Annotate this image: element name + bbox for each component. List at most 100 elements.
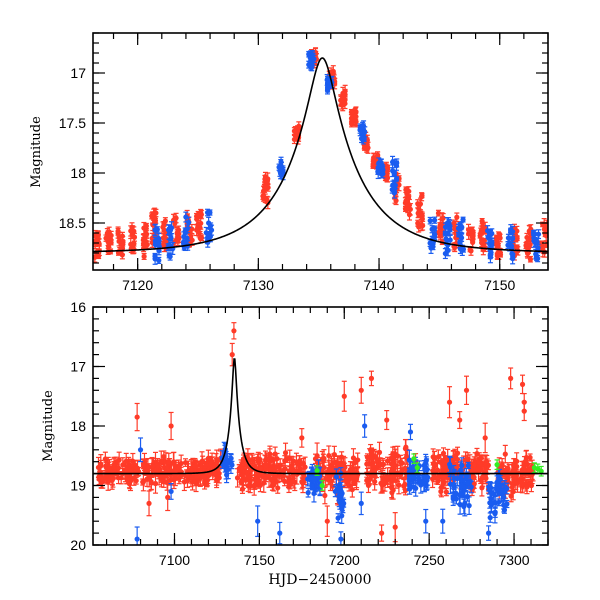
red-band-point: [441, 454, 447, 469]
blue-band-point: [358, 491, 364, 516]
red-band-point: [234, 468, 241, 488]
red-band-point: [143, 222, 149, 230]
bottom-panel: 7100 7150 7200 7250 7300 16 17 18 19 20 Magnitude…: [41, 299, 549, 588]
red-band-point: [110, 469, 116, 488]
y-tick-label: 20: [70, 537, 86, 553]
x-tick-label: 7150: [244, 552, 275, 568]
red-band-point: [471, 456, 477, 475]
red-band-point: [403, 438, 409, 456]
blue-band-point: [496, 498, 502, 507]
red-band-point: [296, 121, 302, 132]
red-band-point: [374, 451, 381, 469]
red-band-point: [416, 205, 422, 214]
red-band-point: [525, 248, 531, 259]
x-tick-label: 7150: [484, 277, 515, 293]
red-band-point: [282, 455, 288, 467]
x-tick-label: 7120: [122, 277, 153, 293]
blue-band-point: [184, 224, 190, 234]
red-band-point: [418, 218, 424, 232]
red-band-point: [348, 108, 355, 116]
blue-band-point: [431, 225, 438, 231]
red-band-point: [259, 464, 265, 485]
red-band-point: [502, 444, 508, 464]
red-band-point: [384, 173, 391, 183]
x-tick-label: 7300: [498, 552, 529, 568]
red-band-point: [194, 223, 200, 237]
blue-band-point: [183, 211, 189, 223]
blue-band-point: [423, 508, 429, 534]
blue-band-point: [309, 63, 315, 72]
blue-band-point: [357, 126, 363, 134]
red-band-point: [526, 224, 532, 238]
red-band-point: [321, 449, 327, 468]
red-band-point: [446, 386, 453, 419]
red-band-point: [149, 212, 155, 220]
red-band-point: [379, 524, 385, 542]
blue-band-point: [508, 229, 514, 236]
red-band-point: [297, 455, 303, 467]
blue-band-point: [442, 222, 449, 232]
red-band-point: [484, 454, 490, 469]
blue-band-point: [137, 437, 144, 463]
red-band-point: [403, 186, 409, 194]
blue-band-point: [530, 230, 537, 236]
red-band-point: [353, 112, 359, 120]
blue-band-point: [427, 216, 433, 225]
red-band-point: [392, 512, 398, 543]
red-band-point: [146, 490, 152, 517]
blue-band-point: [340, 497, 346, 514]
blue-band-point: [394, 158, 400, 168]
red-band-point: [331, 453, 337, 473]
red-band-point: [141, 252, 147, 260]
red-band-point: [178, 454, 184, 473]
red-band-point: [437, 218, 443, 232]
blue-band-point: [335, 513, 341, 524]
red-band-point: [212, 470, 218, 478]
red-band-point: [390, 446, 396, 462]
red-band-point: [378, 457, 384, 473]
x-tick-label: 7100: [159, 552, 190, 568]
red-band-point: [494, 252, 500, 260]
red-band-point: [441, 468, 447, 488]
blue-band-point: [362, 414, 368, 438]
bottom-y-axis-label: Magnitude: [41, 390, 56, 462]
red-band-point: [176, 472, 182, 485]
red-band-point: [435, 209, 442, 217]
y-tick-label: 18: [70, 165, 86, 181]
red-band-point: [508, 489, 514, 503]
red-band-point: [465, 223, 472, 236]
blue-band-point: [255, 505, 261, 538]
red-band-point: [115, 471, 122, 485]
blue-band-point: [165, 224, 172, 236]
red-band-point: [260, 192, 266, 200]
blue-band-point: [309, 51, 315, 64]
red-band-point: [322, 486, 328, 505]
red-band-point: [154, 457, 161, 474]
y-tick-label: 17.5: [59, 115, 86, 131]
green-band-point: [414, 462, 420, 474]
blue-band-point: [413, 479, 419, 497]
blue-band-point: [280, 167, 286, 175]
blue-band-point: [167, 252, 173, 261]
red-band-point: [262, 174, 268, 184]
red-band-point: [517, 471, 524, 493]
red-band-point: [275, 482, 281, 494]
red-band-point: [476, 452, 482, 473]
red-band-point: [404, 204, 410, 212]
blue-band-point: [416, 477, 422, 486]
red-band-point: [160, 232, 166, 243]
red-band-point: [166, 452, 172, 471]
red-band-point: [287, 478, 293, 490]
red-band-point: [396, 475, 402, 495]
red-band-point: [229, 342, 235, 367]
blue-band-point: [466, 496, 472, 516]
red-band-point: [160, 221, 166, 233]
red-band-point: [417, 197, 424, 211]
y-tick-label: 17: [70, 359, 86, 375]
red-band-point: [291, 127, 297, 135]
blue-band-point: [432, 216, 438, 224]
red-band-point: [231, 322, 237, 340]
blue-band-point: [389, 155, 396, 169]
red-band-point: [340, 455, 347, 474]
